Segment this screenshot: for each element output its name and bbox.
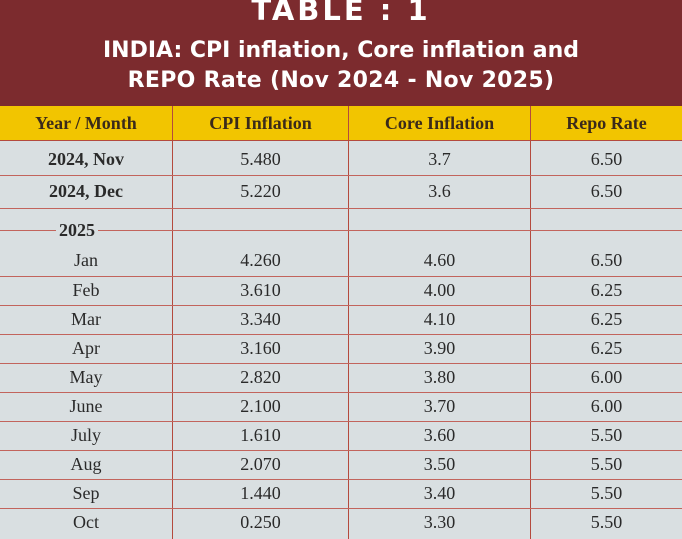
cpi-value: 3.340: [240, 309, 281, 329]
column-divider: [348, 106, 349, 539]
table-title-line1: INDIA: CPI inflation, Core inflation and: [102, 38, 580, 63]
cpi-value: 2.070: [240, 454, 281, 474]
repo-value: 5.50: [590, 425, 623, 445]
row-divider: [0, 305, 682, 306]
table-header: TABLE : 1 INDIA: CPI inflation, Core inf…: [0, 0, 682, 106]
cpi-value: 2.820: [240, 367, 281, 387]
column-header-row: Year / Month CPI Inflation Core Inflatio…: [0, 106, 682, 141]
row-divider: [0, 363, 682, 364]
cpi-value: 3.160: [240, 338, 281, 358]
column-header-repo: Repo Rate: [566, 113, 647, 133]
cpi-value: 5.480: [240, 149, 281, 169]
table-row: July 1.610 3.60 5.50: [0, 421, 682, 450]
table-row: Jan 4.260 4.60 6.50: [0, 246, 682, 275]
repo-value: 5.50: [590, 512, 623, 532]
row-divider: [0, 208, 682, 209]
year-section-rule: [0, 230, 682, 231]
repo-value: 6.25: [590, 309, 623, 329]
repo-value: 6.25: [590, 280, 623, 300]
row-label: May: [69, 367, 103, 387]
repo-value: 6.00: [590, 367, 623, 387]
row-divider: [0, 334, 682, 335]
repo-value: 5.50: [590, 454, 623, 474]
row-divider: [0, 276, 682, 277]
core-value: 3.30: [423, 512, 456, 532]
row-label: 2024, Nov: [48, 149, 124, 169]
cpi-value: 1.440: [240, 483, 281, 503]
cpi-value: 3.610: [240, 280, 281, 300]
column-header-core: Core Inflation: [384, 113, 495, 133]
row-label: Mar: [71, 309, 101, 329]
table-number: TABLE : 1: [251, 0, 431, 27]
table-title-line2: REPO Rate (Nov 2024 - Nov 2025): [127, 68, 555, 93]
row-label: Oct: [73, 512, 99, 532]
table-row: Apr 3.160 3.90 6.25: [0, 334, 682, 363]
core-value: 3.50: [423, 454, 456, 474]
table-row: Mar 3.340 4.10 6.25: [0, 305, 682, 334]
row-label: Apr: [72, 338, 100, 358]
year-label-2025: 2025: [56, 218, 98, 242]
core-value: 3.6: [428, 181, 451, 201]
table-row: Feb 3.610 4.00 6.25: [0, 276, 682, 305]
core-value: 3.7: [428, 149, 451, 169]
row-divider: [0, 479, 682, 480]
core-value: 3.40: [423, 483, 456, 503]
table-row: 2024, Nov 5.480 3.7 6.50: [0, 145, 682, 174]
row-label: Jan: [74, 250, 98, 270]
core-value: 3.60: [423, 425, 456, 445]
row-divider: [0, 392, 682, 393]
row-divider: [0, 450, 682, 451]
core-value: 3.80: [423, 367, 456, 387]
row-label: Sep: [72, 483, 100, 503]
cpi-value: 1.610: [240, 425, 281, 445]
column-divider: [172, 106, 173, 539]
cpi-value: 2.100: [240, 396, 281, 416]
column-header-year-month: Year / Month: [35, 113, 137, 133]
cpi-value: 0.250: [240, 512, 281, 532]
row-divider: [0, 175, 682, 176]
repo-value: 5.50: [590, 483, 623, 503]
table-row: Sep 1.440 3.40 5.50: [0, 479, 682, 508]
row-label: June: [69, 396, 103, 416]
repo-value: 6.25: [590, 338, 623, 358]
repo-value: 6.00: [590, 396, 623, 416]
row-divider: [0, 421, 682, 422]
row-label: Aug: [70, 454, 102, 474]
cpi-value: 4.260: [240, 250, 281, 270]
repo-value: 6.50: [590, 149, 623, 169]
table-row: June 2.100 3.70 6.00: [0, 392, 682, 421]
repo-value: 6.50: [590, 181, 623, 201]
table-row: May 2.820 3.80 6.00: [0, 363, 682, 392]
table-row: 2024, Dec 5.220 3.6 6.50: [0, 177, 682, 206]
table-row: Aug 2.070 3.50 5.50: [0, 450, 682, 479]
core-value: 3.70: [423, 396, 456, 416]
column-divider: [530, 106, 531, 539]
row-label: July: [70, 425, 101, 445]
core-value: 4.10: [423, 309, 456, 329]
row-divider: [0, 508, 682, 509]
core-value: 3.90: [423, 338, 456, 358]
table-row: Oct 0.250 3.30 5.50: [0, 508, 682, 537]
core-value: 4.60: [423, 250, 456, 270]
cpi-value: 5.220: [240, 181, 281, 201]
repo-value: 6.50: [590, 250, 623, 270]
core-value: 4.00: [423, 280, 456, 300]
column-header-cpi: CPI Inflation: [209, 113, 312, 133]
row-label: Feb: [72, 280, 100, 300]
row-label: 2024, Dec: [49, 181, 123, 201]
